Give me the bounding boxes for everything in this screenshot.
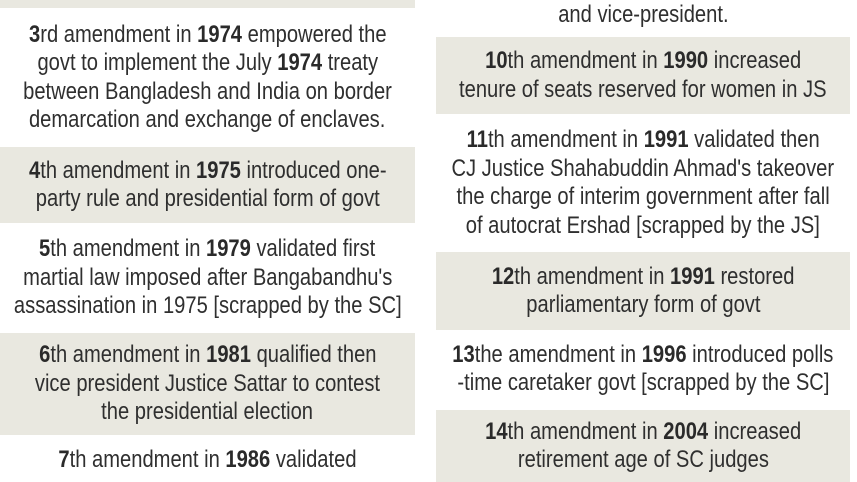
text-segment: increased [708, 47, 802, 74]
text-segment: tenure of seats reserved for women in JS [459, 75, 827, 103]
amendment-text-line: vice president Justice Sattar to contest [35, 370, 380, 399]
highlighted-number: 4 [28, 156, 40, 184]
text-segment: th amendment in [39, 156, 196, 184]
highlighted-number: 14 [484, 417, 508, 445]
amendment-text-line: retirement age of SC judges [517, 446, 768, 475]
text-segment: demarcation and exchange of enclaves. [29, 106, 386, 133]
text-segment: the presidential election [101, 398, 314, 426]
amendment-text-line: 10th amendment in 1990 increased [485, 47, 801, 76]
amendment-box-13th: 13the amendment in 1996 introduced polls… [436, 333, 850, 405]
text-segment: th amendment in [507, 417, 664, 445]
text-segment: martial law imposed after Bangabandhu's [22, 263, 393, 291]
amendment-box-7th: 7th amendment in 1986 validated [0, 440, 415, 482]
text-segment: th amendment in [514, 262, 670, 290]
amendment-text-line: -time caretaker govt [scrapped by the SC… [457, 369, 829, 398]
highlighted-number: 1991 [669, 262, 715, 290]
amendment-text-line: 13the amendment in 1996 introduced polls [452, 341, 833, 370]
highlighted-number: 6 [38, 341, 51, 369]
text-segment: CJ Justice Shahabuddin Ahmad's takeover [451, 154, 835, 182]
text-segment: treaty [321, 49, 378, 76]
highlighted-number: 1979 [206, 235, 252, 263]
text-segment: of autocrat Ershad [scrapped by the JS] [465, 211, 821, 239]
highlighted-number: 1981 [205, 341, 251, 369]
text-segment: increased [708, 417, 802, 445]
amendment-box-12th: 12th amendment in 1991 restored parliamen… [436, 252, 850, 330]
highlighted-number: 10 [484, 47, 508, 74]
highlighted-number: 1996 [641, 340, 687, 368]
highlighted-number: 12 [491, 262, 515, 290]
text-segment: vice president Justice Sattar to contest [34, 369, 381, 397]
highlighted-number: 7 [58, 446, 70, 473]
amendment-box-11th: 11th amendment in 1991 validated then CJ … [436, 118, 850, 248]
amendment-box-14th: 14th amendment in 2004 increased retireme… [436, 410, 850, 482]
amendment-text-line: 6th amendment in 1981 qualified then [39, 341, 376, 370]
text-segment: assassination in 1975 [scrapped by the S… [13, 292, 402, 320]
amendment-text-line: govt to implement the July 1974 treaty [37, 49, 378, 78]
amendment-text-line: assassination in 1975 [scrapped by the S… [14, 292, 402, 321]
text-segment: validated then [688, 126, 820, 153]
text-segment: th amendment in [507, 47, 664, 74]
amendment-text-line: of autocrat Ershad [scrapped by the JS] [466, 212, 820, 241]
highlighted-number: 3 [28, 20, 40, 48]
highlighted-number: 1974 [276, 49, 322, 76]
highlighted-number: 1986 [225, 446, 271, 473]
highlighted-number: 1991 [643, 126, 689, 153]
text-segment: party rule and presidential form of govt [35, 185, 380, 212]
text-segment: between Bangladesh and India on border [23, 77, 392, 105]
amendment-box-5th: 5th amendment in 1979 validated first mar… [0, 228, 415, 328]
text-segment: govt to implement the July [37, 49, 277, 76]
amendment-box-10th: 10th amendment in 1990 increased tenure o… [436, 37, 850, 114]
amendment-text-line: 14th amendment in 2004 increased [485, 418, 801, 447]
amendment-text-line: 12th amendment in 1991 restored [492, 263, 795, 292]
highlighted-number: 11 [466, 126, 488, 153]
amendment-box-3rd: 3rd amendment in 1974 empowered the govt … [0, 8, 415, 147]
amendment-text-line: and vice-president. [558, 1, 728, 30]
highlighted-number: 1990 [663, 47, 709, 74]
text-segment: introduced polls [686, 340, 834, 368]
amendment-box-4th: 4th amendment in 1975 introduced one-par… [0, 147, 415, 223]
text-segment: qualified then [250, 341, 377, 369]
amendment-text-line: 11th amendment in 1991 validated then [466, 126, 819, 155]
highlighted-number: 1974 [196, 20, 242, 48]
amendment-text-line: the charge of interim government after f… [456, 183, 829, 212]
text-segment: retirement age of SC judges [517, 446, 769, 473]
text-segment: th amendment in [50, 341, 206, 369]
amendment-text-line: 7th amendment in 1986 validated [58, 446, 356, 475]
text-segment: parliamentary form of govt [525, 291, 761, 318]
text-segment: the charge of interim government after f… [456, 183, 830, 210]
amendment-box-9th-tail: and vice-president. [436, 0, 850, 30]
highlighted-number: 1975 [195, 156, 241, 184]
amendment-box-top [0, 0, 415, 8]
highlighted-number: 2004 [663, 417, 709, 445]
amendment-text-line: 3rd amendment in 1974 empowered the [29, 21, 387, 50]
amendment-text-line: tenure of seats reserved for women in JS [459, 76, 827, 105]
text-segment: validated [270, 446, 357, 473]
text-segment: th amendment in [487, 126, 644, 153]
text-segment: rd amendment in [39, 20, 197, 48]
text-segment: empowered the [241, 20, 387, 48]
text-segment: th amendment in [50, 235, 207, 263]
amendment-text-line: CJ Justice Shahabuddin Ahmad's takeover [452, 155, 835, 184]
text-segment: -time caretaker govt [scrapped by the SC… [456, 369, 830, 396]
amendment-text-line: 4th amendment in 1975 introduced one- [29, 157, 387, 186]
text-segment: th amendment in [69, 446, 226, 473]
amendment-text-line: party rule and presidential form of govt [35, 185, 379, 214]
amendment-text-line: martial law imposed after Bangabandhu's [23, 264, 392, 293]
text-segment: restored [714, 262, 795, 290]
amendment-text-line: parliamentary form of govt [526, 291, 760, 320]
amendment-text-line: between Bangladesh and India on border [23, 78, 392, 107]
text-segment: the amendment in [474, 340, 642, 368]
highlighted-number: 5 [39, 235, 51, 263]
amendment-text-line: the presidential election [102, 398, 314, 427]
text-segment: validated first [251, 235, 376, 263]
amendment-text-line: 5th amendment in 1979 validated first [39, 235, 375, 264]
text-segment: and vice-president. [557, 0, 729, 28]
highlighted-number: 13 [452, 340, 475, 368]
amendment-text-line: demarcation and exchange of enclaves. [29, 106, 385, 135]
amendment-box-6th: 6th amendment in 1981 qualified then vice… [0, 333, 415, 435]
text-segment: introduced one- [240, 156, 387, 184]
